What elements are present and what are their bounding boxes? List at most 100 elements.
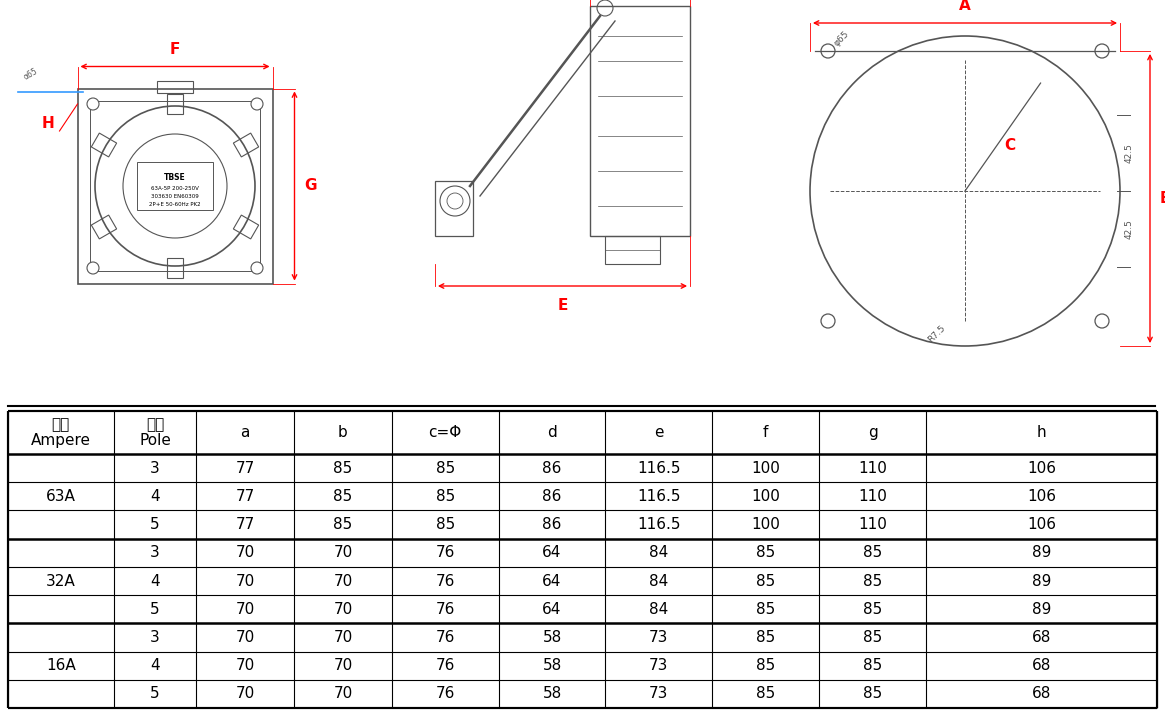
Text: 303630 EN60309: 303630 EN60309 xyxy=(151,193,199,198)
Text: 85: 85 xyxy=(863,687,882,702)
Text: 70: 70 xyxy=(333,630,353,645)
Text: 73: 73 xyxy=(649,630,669,645)
Text: d: d xyxy=(548,425,557,440)
Circle shape xyxy=(250,262,263,274)
Text: 70: 70 xyxy=(333,574,353,589)
Bar xyxy=(78,89,273,284)
Text: H: H xyxy=(42,115,55,130)
Text: 16A: 16A xyxy=(45,658,76,673)
Text: 84: 84 xyxy=(649,601,669,616)
Text: 76: 76 xyxy=(436,601,454,616)
Text: 76: 76 xyxy=(436,574,454,589)
Text: 3: 3 xyxy=(150,630,160,645)
Text: e: e xyxy=(655,425,664,440)
Text: 85: 85 xyxy=(333,489,353,504)
Text: 110: 110 xyxy=(859,460,887,475)
Circle shape xyxy=(87,262,99,274)
Text: 68: 68 xyxy=(1032,687,1051,702)
Text: 32A: 32A xyxy=(45,574,76,589)
Text: a: a xyxy=(241,425,250,440)
Text: 42.5: 42.5 xyxy=(1125,143,1134,163)
Text: 100: 100 xyxy=(751,517,781,532)
Text: 70: 70 xyxy=(235,601,255,616)
Text: 5: 5 xyxy=(150,687,160,702)
Text: 58: 58 xyxy=(543,687,562,702)
Text: 86: 86 xyxy=(543,489,562,504)
Text: 4: 4 xyxy=(150,489,160,504)
Text: 85: 85 xyxy=(436,517,454,532)
Text: 安培: 安培 xyxy=(51,417,70,432)
Text: 86: 86 xyxy=(543,517,562,532)
Text: 4: 4 xyxy=(150,658,160,673)
Text: 89: 89 xyxy=(1032,574,1051,589)
Text: 极数: 极数 xyxy=(146,417,164,432)
Text: 106: 106 xyxy=(1028,489,1055,504)
Text: TBSE: TBSE xyxy=(164,173,186,183)
Circle shape xyxy=(1095,314,1109,328)
Text: 68: 68 xyxy=(1032,630,1051,645)
Text: 64: 64 xyxy=(543,601,562,616)
Text: 89: 89 xyxy=(1032,546,1051,561)
Bar xyxy=(157,80,193,92)
Text: 3: 3 xyxy=(150,546,160,561)
Circle shape xyxy=(821,44,835,58)
Text: 76: 76 xyxy=(436,630,454,645)
Text: 70: 70 xyxy=(333,546,353,561)
Text: 5: 5 xyxy=(150,601,160,616)
Text: φ65: φ65 xyxy=(833,29,852,49)
Text: 85: 85 xyxy=(756,546,776,561)
Circle shape xyxy=(821,314,835,328)
Text: 64: 64 xyxy=(543,546,562,561)
Bar xyxy=(90,101,260,271)
Text: 70: 70 xyxy=(235,630,255,645)
Text: Ampere: Ampere xyxy=(30,432,91,448)
Text: c=Φ: c=Φ xyxy=(429,425,461,440)
Text: 77: 77 xyxy=(235,460,255,475)
Text: R7.5: R7.5 xyxy=(926,324,947,344)
Bar xyxy=(137,162,213,210)
Text: 76: 76 xyxy=(436,687,454,702)
Text: 3: 3 xyxy=(150,460,160,475)
Circle shape xyxy=(250,98,263,110)
Text: 84: 84 xyxy=(649,546,669,561)
Text: 85: 85 xyxy=(756,687,776,702)
Text: 70: 70 xyxy=(235,546,255,561)
Text: 85: 85 xyxy=(333,517,353,532)
Text: 89: 89 xyxy=(1032,601,1051,616)
Text: 110: 110 xyxy=(859,489,887,504)
Text: Pole: Pole xyxy=(139,432,171,448)
Bar xyxy=(435,181,473,236)
Text: 85: 85 xyxy=(863,658,882,673)
Text: 84: 84 xyxy=(649,574,669,589)
Text: 73: 73 xyxy=(649,658,669,673)
Text: 63A-5P 200-250V: 63A-5P 200-250V xyxy=(151,185,199,190)
Text: 85: 85 xyxy=(863,546,882,561)
Text: 70: 70 xyxy=(333,601,353,616)
Text: 116.5: 116.5 xyxy=(637,460,680,475)
Text: h: h xyxy=(1037,425,1046,440)
Text: 85: 85 xyxy=(756,574,776,589)
Circle shape xyxy=(87,98,99,110)
Text: 42.5: 42.5 xyxy=(1125,219,1134,239)
Text: 85: 85 xyxy=(436,460,454,475)
Text: 85: 85 xyxy=(436,489,454,504)
Bar xyxy=(589,6,690,236)
Text: 106: 106 xyxy=(1028,460,1055,475)
Text: 85: 85 xyxy=(863,630,882,645)
Text: 85: 85 xyxy=(863,601,882,616)
Text: 86: 86 xyxy=(543,460,562,475)
Text: 85: 85 xyxy=(756,630,776,645)
Text: E: E xyxy=(557,298,567,313)
Text: G: G xyxy=(304,178,317,193)
Text: 64: 64 xyxy=(543,574,562,589)
Text: 106: 106 xyxy=(1028,517,1055,532)
Circle shape xyxy=(1095,44,1109,58)
Text: 58: 58 xyxy=(543,658,562,673)
Text: 58: 58 xyxy=(543,630,562,645)
Text: 2P+E 50-60Hz PK2: 2P+E 50-60Hz PK2 xyxy=(149,201,200,206)
Text: F: F xyxy=(170,42,181,57)
Text: 116.5: 116.5 xyxy=(637,489,680,504)
Bar xyxy=(605,236,661,264)
Text: b: b xyxy=(338,425,348,440)
Text: 4: 4 xyxy=(150,574,160,589)
